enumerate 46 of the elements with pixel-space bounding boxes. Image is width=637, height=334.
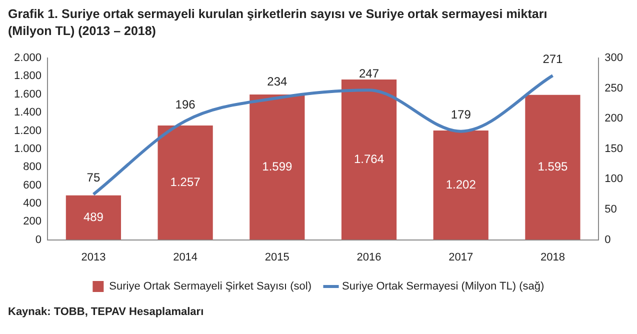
- y2-tick-label: 300: [604, 52, 624, 64]
- chart-title: Grafik 1. Suriye ortak sermayeli kurulan şirketlerin sayısı ve Suriye ortak sermayesi miktarı (Milyon TL) (2013 – 2018): [8, 6, 548, 40]
- y2-tick-label: 250: [604, 82, 624, 94]
- x-tick-label: 2018: [540, 251, 565, 264]
- data-label: 179: [450, 108, 472, 122]
- y-tick-label: 200: [23, 216, 42, 228]
- data-label: 247: [359, 66, 380, 80]
- y-tick-label: 1.000: [14, 142, 42, 155]
- x-tick-label: 2013: [81, 251, 106, 264]
- x-tick-label: 2016: [356, 251, 382, 264]
- y-tick-label: 2.000: [14, 52, 42, 64]
- bar: [525, 94, 580, 240]
- bar: [66, 195, 122, 240]
- y-tick-label: 400: [23, 197, 42, 210]
- y-tick-label: 800: [23, 161, 42, 174]
- x-tick-label: 2017: [448, 251, 474, 264]
- data-label: 1.257: [170, 174, 201, 189]
- data-label: 1.764: [354, 152, 384, 166]
- legend-label: Suriye Ortak Sermayeli Şirket Sayısı (sol): [109, 280, 312, 293]
- y2-tick-label: 150: [604, 142, 624, 155]
- data-label: 489: [83, 210, 104, 224]
- y2-tick-label: 200: [604, 112, 624, 125]
- bar: [341, 79, 397, 240]
- y-tick-label: 0: [35, 234, 42, 246]
- x-tick-label: 2014: [173, 251, 198, 264]
- data-label: 1.595: [538, 160, 568, 174]
- data-label: 234: [267, 74, 288, 88]
- text: Kaynak: TOBB, TEPAV Hesaplamaları: [8, 306, 204, 318]
- y-tick-label: 1.200: [14, 124, 42, 137]
- data-label: 1.202: [446, 177, 476, 192]
- data-label: 196: [175, 97, 196, 112]
- y-tick-label: 1.800: [14, 70, 42, 82]
- y2-tick-label: 100: [604, 173, 624, 186]
- y2-tick-label: 50: [604, 204, 617, 216]
- bar: [250, 94, 305, 240]
- y2-tick-label: 0: [604, 234, 611, 246]
- y-tick-label: 600: [23, 179, 42, 192]
- data-label: 271: [542, 52, 564, 66]
- y-tick-label: 1.400: [14, 106, 42, 119]
- legend-label: Suriye Ortak Sermayesi (Milyon TL) (sağ): [342, 280, 544, 293]
- x-tick-label: 2015: [264, 251, 290, 264]
- data-label: 75: [86, 170, 100, 185]
- data-label: 1.599: [262, 159, 292, 174]
- bar: [433, 130, 488, 240]
- y-tick-label: 1.600: [14, 88, 42, 100]
- bar: [158, 126, 213, 240]
